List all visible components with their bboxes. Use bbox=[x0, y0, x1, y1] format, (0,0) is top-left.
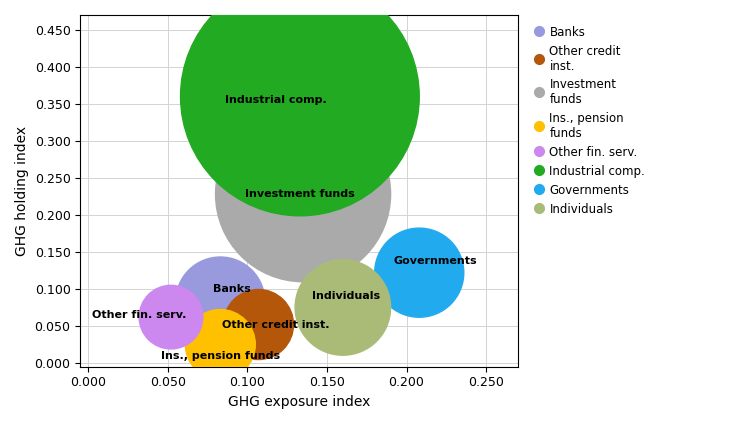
X-axis label: GHG exposure index: GHG exposure index bbox=[228, 395, 370, 409]
Text: Individuals: Individuals bbox=[312, 291, 380, 301]
Text: Industrial comp.: Industrial comp. bbox=[225, 95, 327, 105]
Ellipse shape bbox=[180, 0, 419, 216]
Ellipse shape bbox=[374, 228, 464, 317]
Y-axis label: GHG holding index: GHG holding index bbox=[15, 126, 29, 256]
Text: Other fin. serv.: Other fin. serv. bbox=[92, 310, 186, 320]
Text: Ins., pension funds: Ins., pension funds bbox=[161, 351, 280, 361]
Text: Governments: Governments bbox=[393, 256, 477, 266]
Ellipse shape bbox=[185, 310, 256, 379]
Ellipse shape bbox=[139, 285, 203, 349]
Text: Banks: Banks bbox=[212, 284, 250, 294]
Text: Other credit inst.: Other credit inst. bbox=[222, 320, 330, 329]
Text: Investment funds: Investment funds bbox=[245, 189, 355, 199]
Ellipse shape bbox=[215, 107, 391, 282]
Ellipse shape bbox=[223, 290, 293, 360]
Legend: Banks, Other credit
inst., Investment
funds, Ins., pension
funds, Other fin. ser: Banks, Other credit inst., Investment fu… bbox=[529, 21, 650, 221]
Ellipse shape bbox=[176, 257, 265, 346]
Ellipse shape bbox=[295, 260, 391, 355]
